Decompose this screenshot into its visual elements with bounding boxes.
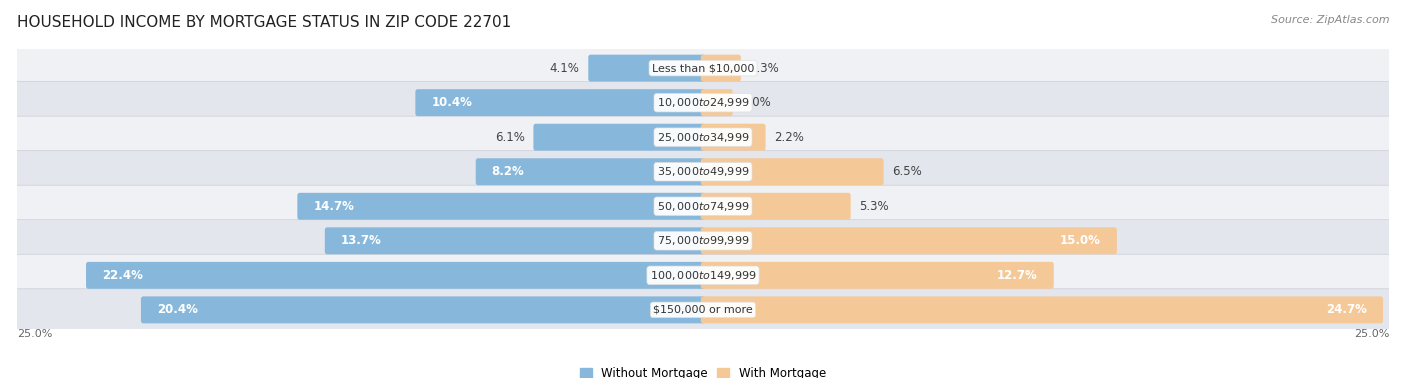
- Legend: Without Mortgage, With Mortgage: Without Mortgage, With Mortgage: [575, 362, 831, 378]
- FancyBboxPatch shape: [533, 124, 706, 151]
- FancyBboxPatch shape: [700, 55, 741, 82]
- FancyBboxPatch shape: [700, 296, 1384, 323]
- FancyBboxPatch shape: [700, 158, 883, 185]
- Text: 6.1%: 6.1%: [495, 131, 524, 144]
- Text: HOUSEHOLD INCOME BY MORTGAGE STATUS IN ZIP CODE 22701: HOUSEHOLD INCOME BY MORTGAGE STATUS IN Z…: [17, 15, 512, 30]
- FancyBboxPatch shape: [13, 254, 1393, 296]
- Text: $50,000 to $74,999: $50,000 to $74,999: [657, 200, 749, 213]
- FancyBboxPatch shape: [141, 296, 706, 323]
- FancyBboxPatch shape: [13, 151, 1393, 193]
- FancyBboxPatch shape: [86, 262, 706, 289]
- FancyBboxPatch shape: [588, 55, 706, 82]
- Text: $10,000 to $24,999: $10,000 to $24,999: [657, 96, 749, 109]
- Text: Less than $10,000: Less than $10,000: [652, 63, 754, 73]
- Text: 22.4%: 22.4%: [103, 269, 143, 282]
- Text: 6.5%: 6.5%: [893, 165, 922, 178]
- FancyBboxPatch shape: [13, 185, 1393, 227]
- FancyBboxPatch shape: [13, 220, 1393, 262]
- Text: Source: ZipAtlas.com: Source: ZipAtlas.com: [1271, 15, 1389, 25]
- Text: 14.7%: 14.7%: [314, 200, 354, 213]
- Text: 25.0%: 25.0%: [17, 329, 52, 339]
- FancyBboxPatch shape: [700, 89, 733, 116]
- FancyBboxPatch shape: [297, 193, 706, 220]
- FancyBboxPatch shape: [13, 116, 1393, 158]
- FancyBboxPatch shape: [13, 82, 1393, 124]
- FancyBboxPatch shape: [13, 289, 1393, 331]
- FancyBboxPatch shape: [700, 262, 1053, 289]
- Text: $100,000 to $149,999: $100,000 to $149,999: [650, 269, 756, 282]
- FancyBboxPatch shape: [415, 89, 706, 116]
- FancyBboxPatch shape: [700, 227, 1116, 254]
- Text: 12.7%: 12.7%: [997, 269, 1038, 282]
- Text: $75,000 to $99,999: $75,000 to $99,999: [657, 234, 749, 247]
- FancyBboxPatch shape: [700, 124, 766, 151]
- Text: 24.7%: 24.7%: [1326, 304, 1367, 316]
- FancyBboxPatch shape: [700, 193, 851, 220]
- Text: 13.7%: 13.7%: [340, 234, 381, 247]
- Text: 5.3%: 5.3%: [859, 200, 889, 213]
- Text: 8.2%: 8.2%: [492, 165, 524, 178]
- Text: 10.4%: 10.4%: [432, 96, 472, 109]
- Text: 2.2%: 2.2%: [775, 131, 804, 144]
- FancyBboxPatch shape: [475, 158, 706, 185]
- Text: $35,000 to $49,999: $35,000 to $49,999: [657, 165, 749, 178]
- Text: $25,000 to $34,999: $25,000 to $34,999: [657, 131, 749, 144]
- Text: 20.4%: 20.4%: [157, 304, 198, 316]
- Text: 4.1%: 4.1%: [550, 62, 579, 74]
- Text: $150,000 or more: $150,000 or more: [654, 305, 752, 315]
- Text: 15.0%: 15.0%: [1060, 234, 1101, 247]
- Text: 25.0%: 25.0%: [1354, 329, 1389, 339]
- Text: 1.3%: 1.3%: [749, 62, 779, 74]
- FancyBboxPatch shape: [325, 227, 706, 254]
- Text: 1.0%: 1.0%: [741, 96, 770, 109]
- FancyBboxPatch shape: [13, 47, 1393, 89]
